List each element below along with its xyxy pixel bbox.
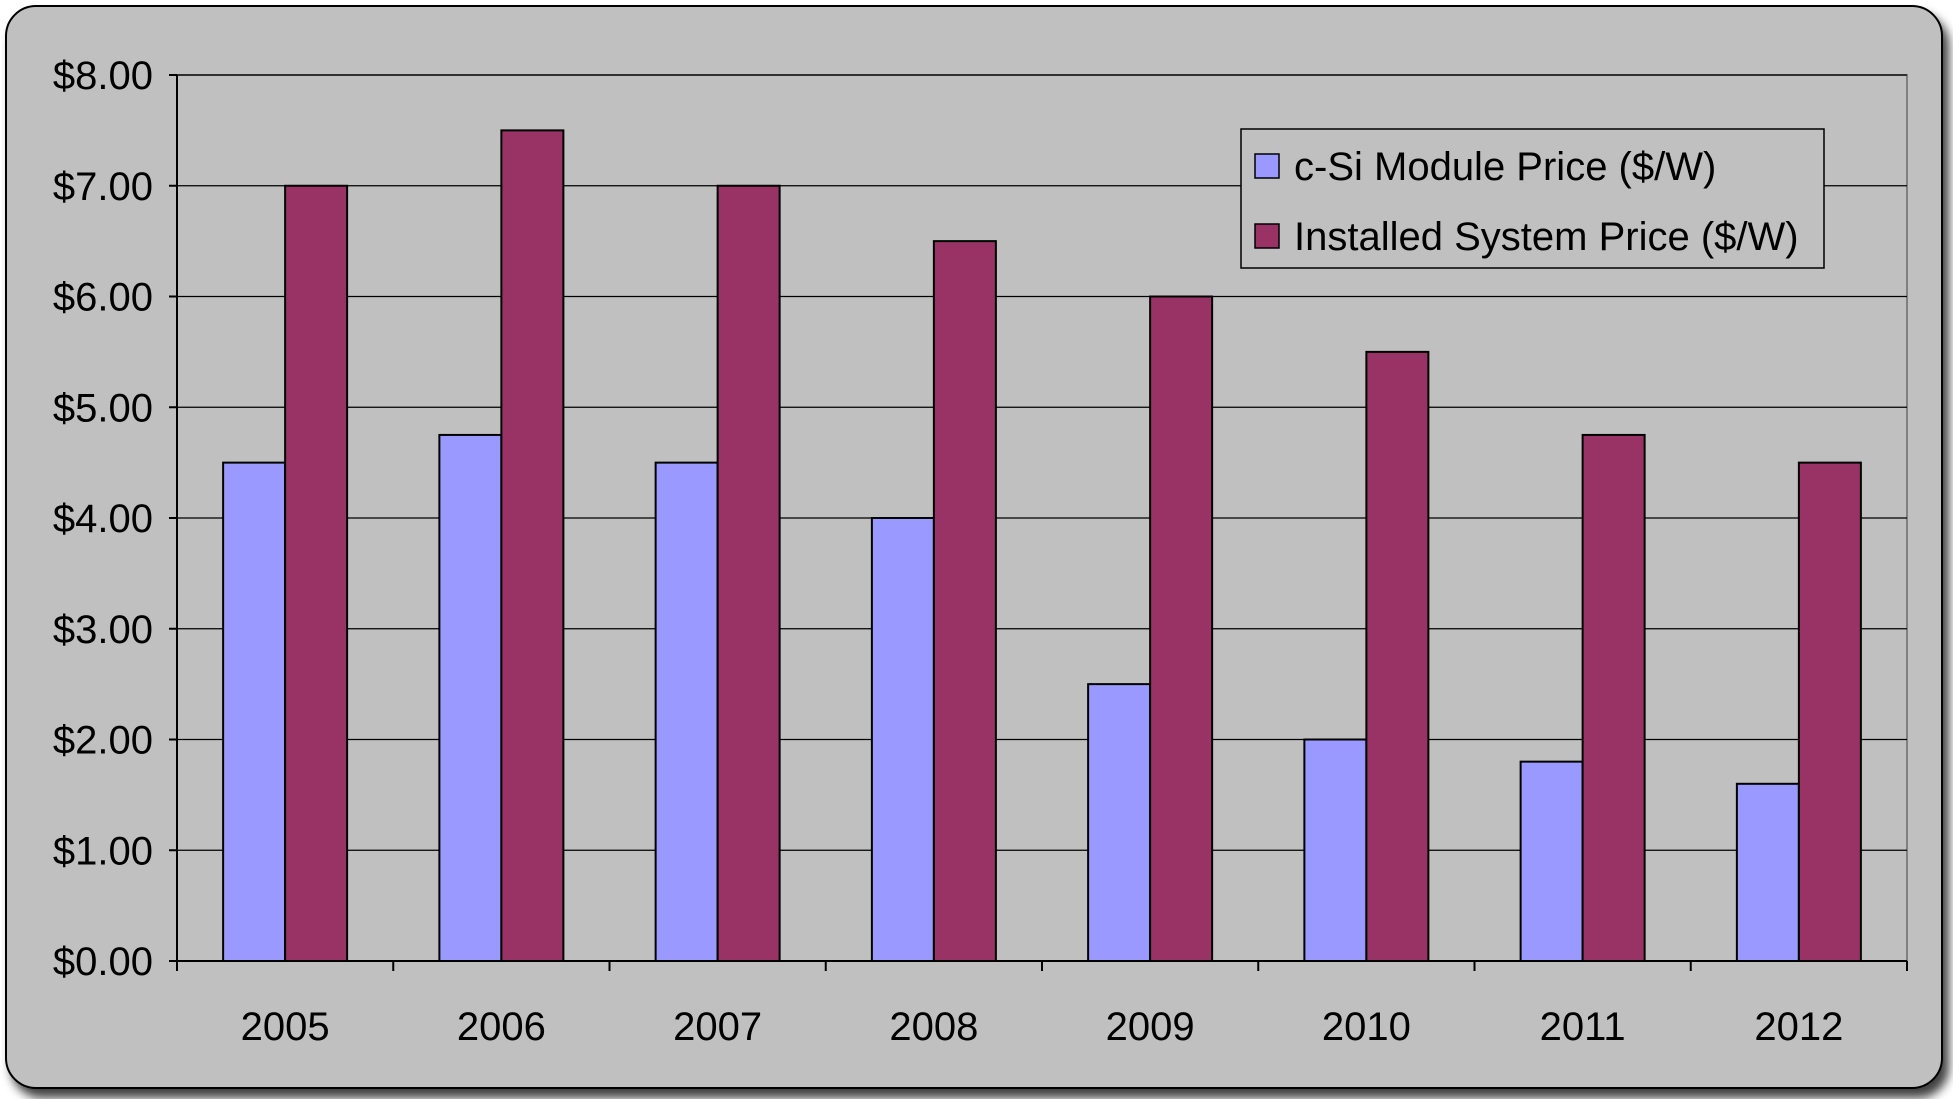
y-tick-label: $2.00 [53, 719, 153, 763]
x-tick-label: 2010 [1322, 1005, 1411, 1049]
x-tick-label: 2008 [889, 1005, 978, 1049]
bar-2008-module [870, 517, 935, 962]
x-tick-label: 2011 [1540, 1005, 1626, 1049]
x-tick-label: 2005 [241, 1005, 330, 1049]
bar-2008-system [932, 240, 997, 962]
bar-2009-system [1149, 295, 1214, 962]
y-tick-label: $0.00 [53, 940, 153, 984]
bar-2012-module [1735, 782, 1800, 962]
y-tick-label: $1.00 [53, 829, 153, 873]
bar-2010-system [1365, 350, 1430, 962]
y-tick-label: $5.00 [53, 386, 153, 430]
y-axis-tick-labels: $0.00 $1.00 $2.00 $3.00 $4.00 $5.00 $6.00 $7.00… [53, 54, 153, 984]
series-installed-system-price [284, 129, 1862, 962]
bar-2007-system [716, 184, 781, 962]
y-tick-label: $3.00 [53, 608, 153, 652]
y-tick-label: $7.00 [53, 165, 153, 209]
bar-2007-module [654, 461, 719, 962]
legend-label: c-Si Module Price ($/W) [1294, 145, 1716, 189]
bar-2012-system [1797, 461, 1862, 962]
x-axis-tick-labels: 2005 2006 2007 2008 2009 2010 2011 2012 [241, 1005, 1844, 1049]
bar-2006-system [500, 129, 565, 962]
bar-2005-module [222, 461, 287, 962]
y-tick-label: $8.00 [53, 54, 153, 98]
legend-item: Installed System Price ($/W) [1254, 215, 1799, 259]
bar-2011-system [1581, 433, 1646, 962]
legend: c-Si Module Price ($/W) Installed System … [1240, 128, 1825, 269]
x-tick-label: 2012 [1754, 1005, 1843, 1049]
x-tick-label: 2007 [673, 1005, 762, 1049]
legend-swatch [1254, 153, 1280, 179]
x-tick-label: 2006 [457, 1005, 546, 1049]
y-tick-label: $6.00 [53, 276, 153, 320]
bar-2010-module [1303, 738, 1368, 962]
legend-swatch [1254, 223, 1280, 249]
bar-2006-module [438, 433, 503, 962]
legend-item: c-Si Module Price ($/W) [1254, 145, 1716, 189]
legend-box [1240, 128, 1825, 269]
bar-2005-system [284, 184, 349, 962]
legend-label: Installed System Price ($/W) [1294, 215, 1799, 259]
bar-2011-module [1519, 760, 1584, 963]
series-module-price [222, 433, 1800, 963]
bars [222, 129, 1862, 963]
bar-2009-module [1087, 683, 1152, 962]
axes [169, 74, 1908, 971]
x-tick-label: 2009 [1106, 1005, 1195, 1049]
y-tick-label: $4.00 [53, 497, 153, 541]
